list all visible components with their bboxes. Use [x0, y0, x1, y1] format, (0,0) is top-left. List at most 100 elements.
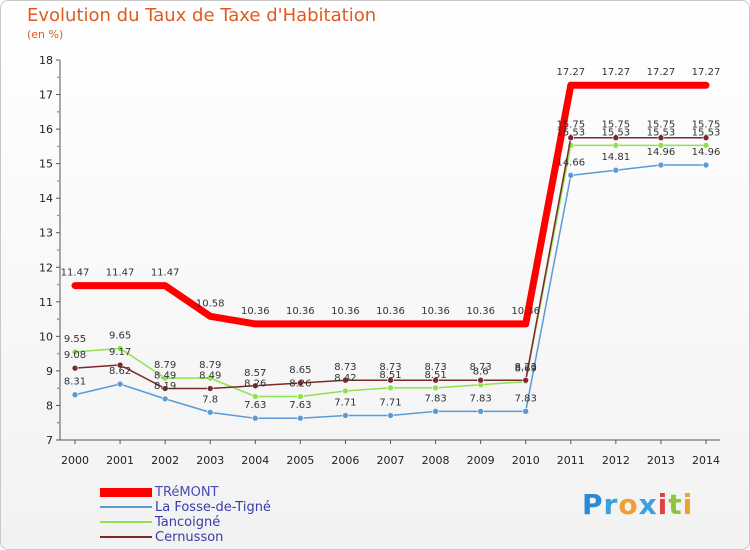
data-point-1	[387, 412, 394, 419]
data-label: 8.73	[424, 362, 446, 373]
data-label: 7.8	[202, 394, 218, 405]
y-tick-label: 17	[39, 89, 53, 102]
data-label: 10.58	[196, 298, 225, 309]
data-point-3	[206, 385, 214, 392]
data-point-3	[342, 376, 349, 384]
data-label: 7.83	[470, 393, 492, 404]
x-tick-label: 2012	[602, 454, 630, 467]
x-tick-label: 2006	[331, 454, 359, 467]
y-minor-tick	[57, 76, 59, 79]
data-point-1	[702, 161, 710, 169]
data-point-1	[612, 166, 620, 174]
data-label: 9.55	[64, 334, 86, 345]
logo-letter: t	[668, 488, 683, 521]
y-tick-label: 18	[39, 54, 53, 67]
data-point-3	[251, 382, 259, 390]
data-label: 15.53	[692, 127, 721, 138]
data-label: 10.36	[421, 306, 450, 317]
data-point-2	[206, 374, 214, 382]
data-point-2	[702, 142, 710, 149]
legend-swatch	[100, 536, 152, 538]
data-point-1	[657, 161, 665, 169]
legend-swatch	[100, 506, 152, 508]
data-label: 8.49	[154, 371, 176, 382]
data-label: 14.81	[602, 152, 631, 163]
proxiti-logo: Proxiti	[582, 488, 693, 521]
data-label: 11.47	[61, 268, 90, 279]
data-label: 10.36	[466, 306, 495, 317]
data-label: 10.36	[511, 306, 540, 317]
data-label: 7.83	[424, 393, 446, 404]
data-label: 8.6	[473, 367, 489, 378]
data-point-3	[71, 364, 79, 372]
chart-series	[71, 81, 710, 422]
data-label: 10.36	[286, 306, 315, 317]
data-label: 8.65	[289, 365, 311, 376]
legend-swatch	[100, 487, 152, 497]
y-tick-label: 11	[39, 296, 53, 309]
data-label: 15.53	[602, 127, 631, 138]
data-label: 8.62	[109, 366, 131, 377]
data-label: 8.69	[515, 364, 537, 375]
y-tick-label: 8	[46, 399, 53, 412]
data-label: 8.51	[379, 370, 401, 381]
series-line-3	[74, 136, 707, 390]
y-tick-label: 7	[46, 434, 53, 447]
logo-letter: i	[682, 488, 694, 521]
data-label: 17.27	[692, 67, 721, 78]
x-tick-label: 2000	[61, 454, 89, 467]
x-tick-label: 2008	[422, 454, 450, 467]
data-point-1	[161, 395, 169, 403]
y-minor-tick	[57, 145, 59, 148]
data-label: 8.26	[244, 378, 266, 389]
line-chart: 7 8 9 10 11 12 13 14 15 16 17 18 2000 2001 2002 2003 200…	[39, 54, 721, 467]
chart-data-labels: 11.47 11.47 11.47 10.58 10.36 10.36 10.36 10.36…	[61, 67, 721, 411]
y-minor-tick	[57, 111, 59, 113]
data-label: 8.57	[244, 368, 266, 379]
logo-letter: i	[657, 488, 669, 521]
data-label: 7.71	[379, 397, 401, 408]
data-label: 17.27	[647, 67, 676, 78]
data-point-2	[387, 384, 394, 392]
data-label: 15.75	[556, 120, 585, 131]
data-label: 14.96	[692, 147, 721, 158]
x-tick-label: 2004	[241, 454, 269, 467]
data-label: 11.47	[106, 268, 135, 279]
x-tick-label: 2007	[377, 454, 405, 467]
legend-swatch	[100, 521, 152, 523]
y-minor-tick	[57, 283, 59, 286]
data-label: 10.36	[376, 306, 405, 317]
data-point-3	[477, 376, 484, 384]
data-point-2	[251, 393, 259, 400]
data-label: 15.75	[647, 120, 676, 131]
legend-label: Tancoigné	[155, 515, 221, 530]
data-point-1	[342, 412, 349, 419]
legend-label: TRéMONT	[155, 485, 219, 500]
y-tick-label: 13	[39, 227, 53, 240]
data-label: 9.17	[109, 347, 131, 358]
x-tick-label: 2005	[286, 454, 314, 467]
data-label: 15.75	[602, 120, 631, 131]
data-point-2	[657, 142, 665, 149]
y-minor-tick	[57, 387, 59, 389]
x-tick-label: 2001	[106, 454, 134, 467]
data-label: 8.19	[154, 381, 176, 392]
data-label: 8.79	[154, 360, 176, 371]
data-label: 10.36	[331, 306, 360, 317]
data-point-2	[297, 393, 304, 400]
data-label: 8.51	[424, 370, 446, 381]
data-label: 11.47	[151, 268, 180, 279]
y-minor-tick	[57, 318, 59, 320]
data-label: 8.42	[334, 373, 356, 384]
y-tick-label: 9	[46, 365, 53, 378]
data-point-3	[702, 134, 710, 142]
y-minor-tick	[57, 421, 59, 424]
y-minor-tick	[57, 180, 59, 182]
data-point-3	[522, 376, 530, 384]
data-point-1	[116, 380, 124, 388]
x-tick-label: 2009	[467, 454, 495, 467]
y-tick-label: 16	[39, 123, 53, 136]
data-label: 9.65	[109, 330, 131, 341]
data-point-3	[612, 134, 620, 142]
y-minor-tick	[57, 214, 59, 217]
